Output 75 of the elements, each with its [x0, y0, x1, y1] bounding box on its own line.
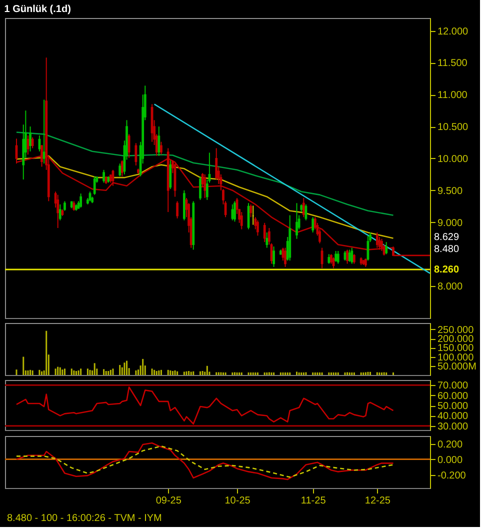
candlestick [29, 126, 32, 152]
candlestick [263, 222, 266, 243]
candlestick [302, 198, 305, 218]
candlestick [272, 246, 275, 268]
candlestick [88, 191, 92, 202]
y-tick-label: 150.000 [438, 343, 474, 354]
text: 8.629 [434, 232, 460, 243]
y-tick-label: 10.000 [438, 154, 469, 165]
candlestick [385, 242, 388, 255]
candlestick [204, 174, 206, 198]
x-tick-label: 12-25 [364, 496, 391, 506]
candlestick [334, 250, 338, 262]
ref-line-label: 8.260 [434, 264, 460, 276]
y-tick-label: 0.200 [438, 439, 463, 450]
candlestick [158, 126, 160, 156]
x-tick-label: 11-25 [300, 496, 326, 506]
candlestick [160, 141, 162, 156]
y-tick-label: 9.500 [438, 186, 463, 197]
y-tick-label: 11.000 [438, 90, 468, 102]
candlestick [118, 163, 122, 177]
text: 8.480 - 100 - 16:00:26 - TVM - IYM [7, 513, 162, 524]
candlestick [346, 249, 348, 264]
y-tick-label: 9.000 [438, 218, 463, 229]
candlestick [42, 99, 46, 164]
candlestick [336, 250, 340, 264]
line-series [16, 386, 394, 425]
y-tick-label: 11.500 [438, 58, 468, 70]
y-tick-label: 10.500 [438, 122, 469, 134]
candlestick [169, 160, 172, 190]
y-tick-label: 100.000 [438, 352, 474, 364]
candlestick [330, 254, 332, 264]
candlestick [234, 200, 236, 222]
candlestick [199, 176, 202, 200]
candlestick [328, 254, 330, 264]
chart-title: 1 Günlük (.1d) [4, 4, 71, 15]
candlestick [80, 193, 82, 208]
y-tick-label: 200.000 [438, 334, 474, 346]
y-tick-label: 70.000 [438, 380, 469, 392]
candlestick [350, 247, 354, 264]
candlestick [58, 204, 62, 221]
y-tick-label: 40.000 [438, 411, 469, 422]
candlestick [102, 169, 105, 184]
candlestick [93, 176, 96, 196]
candlestick [176, 200, 178, 219]
x-tick-label: 09-25 [156, 496, 182, 506]
candlestick [72, 200, 76, 212]
candlestick [134, 142, 138, 166]
candlestick [215, 148, 218, 180]
y-tick-label: 0.000 [438, 454, 463, 466]
candlestick [296, 202, 298, 240]
candlestick [284, 247, 286, 268]
candlestick [64, 200, 66, 212]
y-tick-label: 50.000 [438, 401, 469, 412]
candlestick [231, 204, 234, 221]
candlestick [266, 232, 268, 248]
candlestick [120, 160, 124, 177]
y-tick-label: 30.000 [438, 421, 469, 432]
y-tick-label: 60.000 [438, 390, 469, 402]
candlestick [312, 216, 314, 233]
text: 8.480 [434, 244, 460, 255]
candlestick [240, 212, 243, 230]
line-series [16, 132, 394, 216]
candlestick [256, 220, 259, 236]
y-tick-label: 50.000M [438, 361, 476, 372]
y-tick-label: 250.000 [438, 324, 474, 336]
y-tick-label: 8.000 [438, 282, 463, 293]
candlestick [56, 194, 60, 228]
candlestick [128, 134, 130, 158]
candlestick [250, 204, 252, 218]
candlestick [352, 254, 356, 264]
x-tick-label: 10-25 [224, 496, 251, 506]
y-tick-label: 12.000 [438, 26, 469, 38]
candlestick [31, 136, 34, 149]
candlestick [304, 204, 308, 221]
y-tick-label: -0.200 [438, 470, 466, 482]
